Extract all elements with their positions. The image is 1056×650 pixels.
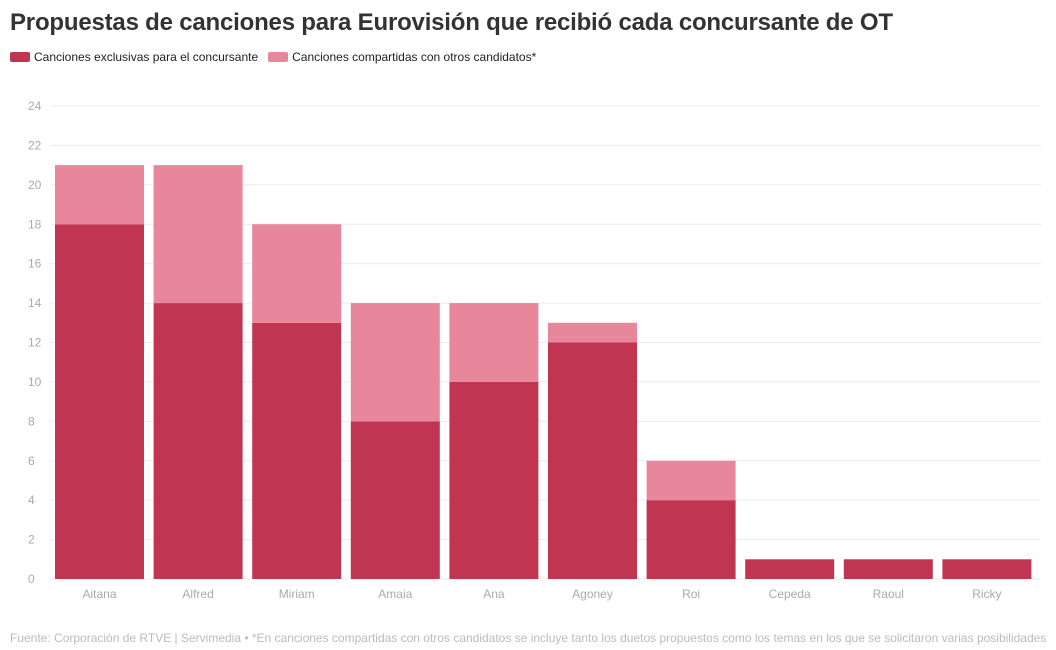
- x-tick-label: Miriam: [279, 587, 315, 601]
- bar-shared-agoney[interactable]: [548, 322, 637, 343]
- y-tick-label: 14: [28, 296, 42, 310]
- bar-shared-alfred[interactable]: [153, 165, 243, 304]
- x-tick-label: Aitana: [82, 587, 116, 601]
- bar-exclusive-agoney[interactable]: [548, 342, 637, 580]
- y-tick-label: 18: [28, 217, 42, 231]
- legend-swatch-shared: [268, 52, 289, 62]
- bar-exclusive-raoul[interactable]: [843, 559, 933, 579]
- y-tick-label: 6: [28, 454, 35, 468]
- x-tick-label: Roi: [682, 587, 700, 601]
- y-tick-label: 10: [28, 375, 42, 389]
- x-tick-label: Alfred: [182, 587, 213, 601]
- bar-shared-ana[interactable]: [449, 303, 539, 382]
- bar-shared-miriam[interactable]: [252, 224, 342, 323]
- bar-exclusive-miriam[interactable]: [252, 322, 342, 579]
- footer-source-note: Fuente: Corporación de RTVE | Servimedia…: [10, 631, 1047, 645]
- y-tick-label: 4: [28, 493, 35, 507]
- x-tick-label: Ricky: [972, 587, 1001, 601]
- y-tick-label: 24: [28, 99, 42, 113]
- y-tick-label: 22: [28, 138, 42, 152]
- bar-exclusive-ricky[interactable]: [942, 559, 1032, 579]
- bar-exclusive-cepeda[interactable]: [745, 559, 835, 579]
- x-tick-label: Raoul: [873, 587, 904, 601]
- y-tick-label: 12: [28, 336, 42, 350]
- y-tick-label: 16: [28, 257, 42, 271]
- bar-shared-roi[interactable]: [646, 460, 736, 501]
- bar-exclusive-aitana[interactable]: [55, 224, 144, 579]
- x-tick-label: Ana: [483, 587, 505, 601]
- y-tick-label: 2: [28, 533, 35, 547]
- legend: Canciones exclusivas para el concursante…: [10, 50, 546, 64]
- x-tick-label: Agoney: [572, 587, 613, 601]
- legend-item-shared[interactable]: Canciones compartidas con otros candidat…: [268, 50, 536, 64]
- x-tick-label: Cepeda: [769, 587, 811, 601]
- y-tick-label: 0: [28, 572, 35, 586]
- legend-label-shared: Canciones compartidas con otros candidat…: [292, 50, 537, 64]
- y-tick-label: 8: [28, 414, 35, 428]
- chart-title: Propuestas de canciones para Eurovisión …: [10, 9, 893, 36]
- legend-label-exclusive: Canciones exclusivas para el concursante: [34, 50, 259, 64]
- bar-shared-aitana[interactable]: [55, 165, 144, 225]
- bar-exclusive-amaia[interactable]: [350, 421, 440, 579]
- legend-item-exclusive[interactable]: Canciones exclusivas para el concursante: [10, 50, 258, 64]
- bar-exclusive-roi[interactable]: [646, 500, 736, 579]
- bar-exclusive-alfred[interactable]: [153, 303, 243, 579]
- bar-exclusive-ana[interactable]: [449, 381, 539, 579]
- bar-shared-amaia[interactable]: [350, 303, 440, 422]
- y-tick-label: 20: [28, 178, 42, 192]
- x-tick-label: Amaia: [378, 587, 412, 601]
- legend-swatch-exclusive: [10, 52, 30, 62]
